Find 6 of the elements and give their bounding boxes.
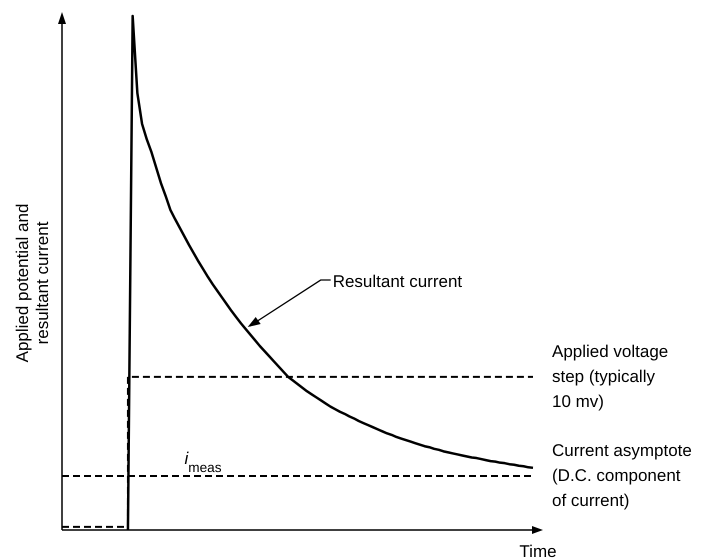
- x-axis-title: Time: [519, 542, 557, 560]
- annotation: i$_{meas}$: [184, 449, 222, 475]
- series-label: Applied voltage step (typically 10 mv): [552, 342, 668, 411]
- annotation: Resultant current: [332, 272, 462, 292]
- series-label: Current asymptote (D.C. component of current): [552, 441, 692, 510]
- y-axis-title: Applied potential and resultant current: [13, 204, 52, 362]
